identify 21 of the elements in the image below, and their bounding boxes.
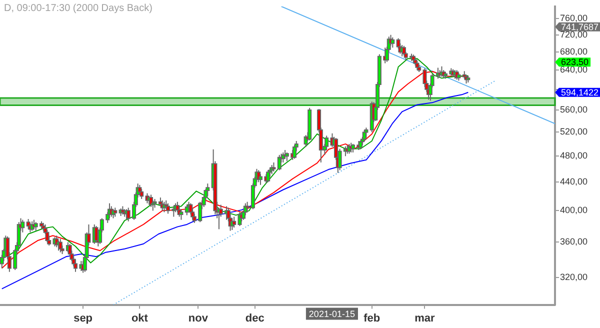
chart-title: D, 09:00-17:30 (2000 Days Back): [4, 3, 152, 14]
y-tick-label: 760,00: [560, 13, 588, 24]
y-tick-label: 640,00: [560, 64, 588, 75]
y-tick-label: 680,00: [560, 46, 588, 56]
text: 741,7687: [561, 22, 599, 32]
y-tick-label: 560,00: [560, 104, 588, 115]
x-tick-label: sep: [74, 312, 93, 324]
y-tick-label: 480,00: [560, 150, 588, 161]
x-tick-label: feb: [364, 312, 380, 324]
x-tick-label: nov: [188, 312, 209, 324]
x-tick-label: okt: [131, 312, 148, 324]
y-tick-label: 400,00: [560, 205, 588, 216]
text: 594,1422: [561, 87, 599, 98]
text: 623,50: [561, 57, 589, 68]
text: 2021-01-15: [308, 308, 355, 319]
x-tick-label: dec: [245, 312, 264, 324]
y-tick-label: 440,00: [560, 176, 588, 187]
y-tick-label: 360,00: [560, 236, 588, 247]
y-tick-label: 520,00: [560, 126, 588, 137]
y-tick-label: 320,00: [560, 272, 588, 282]
x-tick-label: mar: [414, 312, 436, 324]
